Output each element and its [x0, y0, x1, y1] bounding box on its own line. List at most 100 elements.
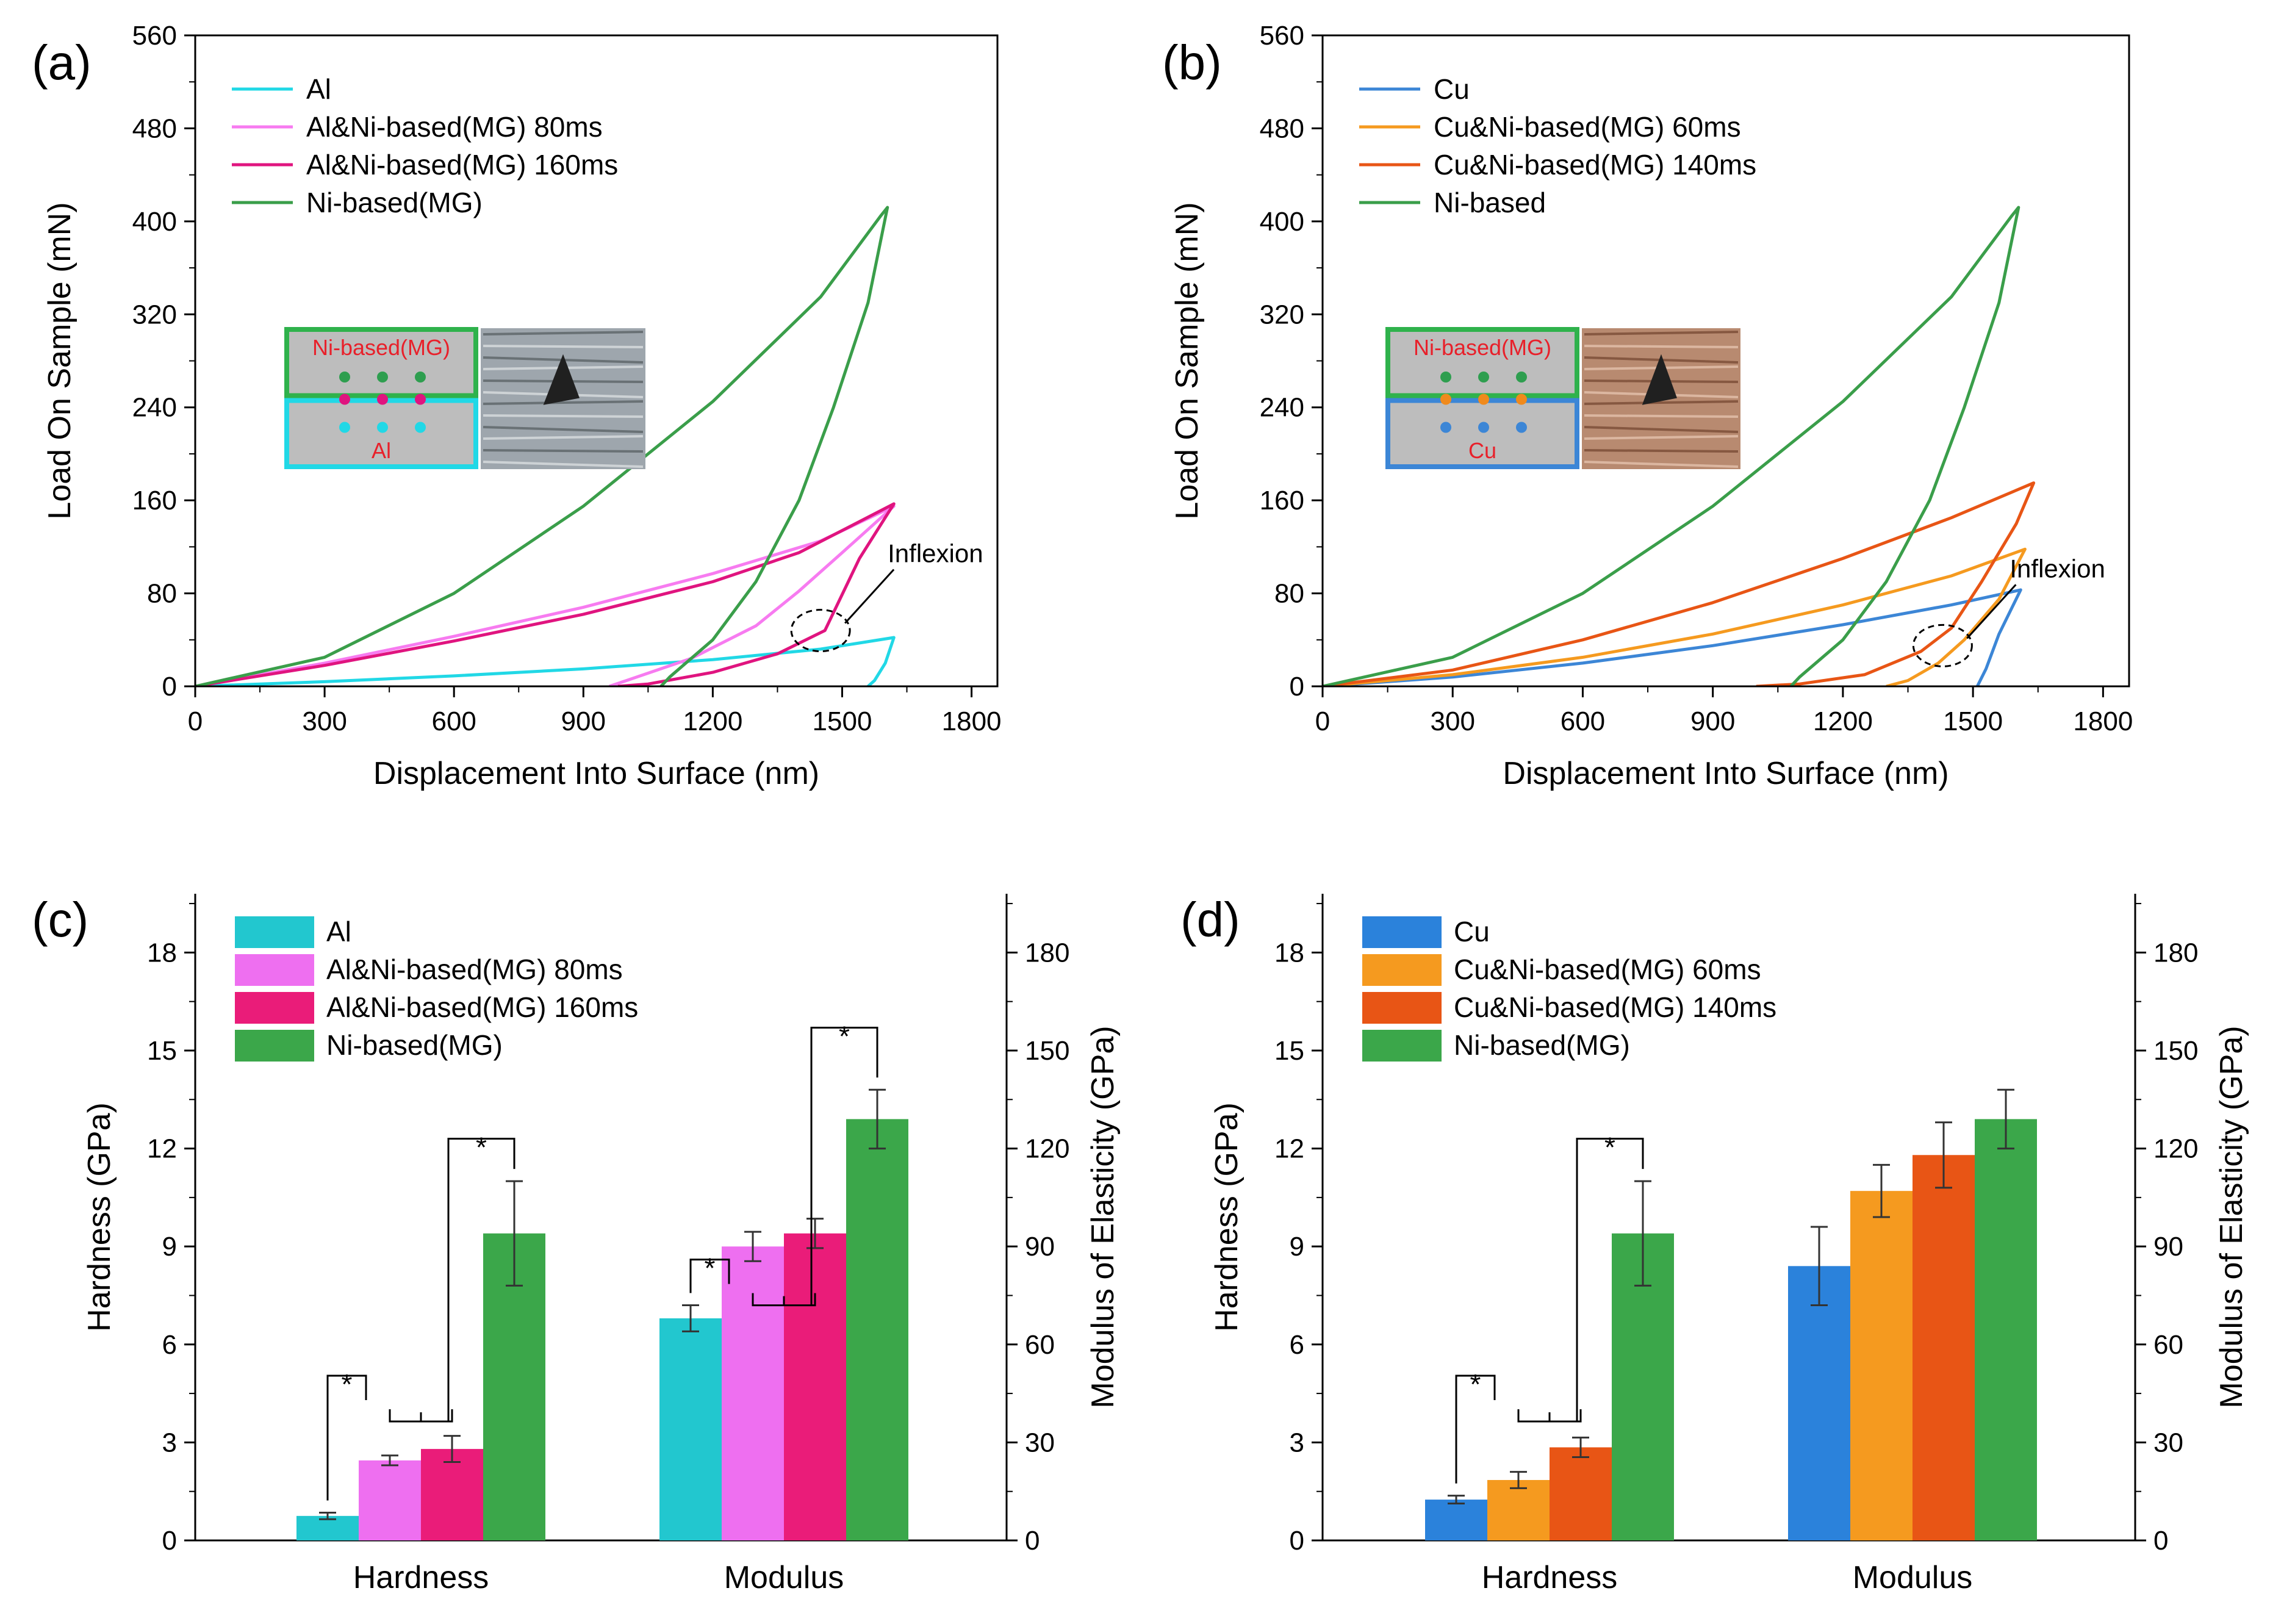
y2-tick-label: 90: [2153, 1232, 2183, 1262]
y2-tick-label: 0: [2153, 1526, 2168, 1556]
inset-photo-texture: [1584, 331, 1739, 336]
inset-photo-texture: [483, 345, 644, 348]
inset-dot: [1516, 372, 1527, 383]
y2-tick-label: 90: [1025, 1232, 1055, 1262]
y2-tick-label: 150: [1025, 1036, 1069, 1066]
bar: [846, 1119, 908, 1540]
series-line: [1323, 547, 2027, 686]
inset-bottom-label: Cu: [1468, 438, 1496, 463]
y2-tick-label: 120: [1025, 1134, 1069, 1164]
legend-swatch: [1362, 992, 1442, 1024]
inset-photo-texture: [1584, 449, 1739, 453]
y2-axis-label: Modulus of Elasticity (GPa): [1085, 1026, 1121, 1408]
y-tick-label: 560: [132, 21, 177, 51]
significance-star: *: [476, 1132, 487, 1163]
y-tick-label: 320: [132, 300, 177, 329]
x-tick-label: 1500: [813, 706, 872, 736]
inset-photo-texture: [1584, 414, 1739, 418]
y-axis-label: Load On Sample (mN): [42, 202, 77, 519]
inset-photo-texture: [1584, 435, 1739, 440]
y-tick-label: 0: [1290, 1526, 1304, 1556]
legend-label: Al: [326, 916, 351, 947]
legend-swatch: [235, 992, 314, 1024]
inflexion-label: Inflexion: [888, 539, 983, 568]
legend-label: Al&Ni-based(MG) 80ms: [306, 111, 603, 143]
y-tick-label: 0: [162, 672, 177, 702]
y-tick-label: 160: [1260, 486, 1304, 516]
y-tick-label: 480: [1260, 113, 1304, 143]
inset-mg-layer: [284, 327, 478, 398]
bar: [1425, 1500, 1487, 1540]
bracket-line: [447, 1138, 515, 1421]
bar: [722, 1246, 784, 1540]
y2-tick-label: 0: [1025, 1526, 1040, 1556]
x-tick-label: 1500: [1943, 706, 2003, 736]
inset-photo-texture: [1584, 400, 1739, 405]
bracket-line: [1455, 1374, 1496, 1484]
x-tick-label: 1200: [1813, 706, 1873, 736]
inset-dot: [1440, 422, 1451, 433]
y-tick-label: 15: [147, 1036, 177, 1066]
x-tick-label: 900: [1690, 706, 1735, 736]
inset-photo-texture: [483, 400, 644, 405]
inset-top-label: Ni-based(MG): [1413, 335, 1551, 360]
y2-tick-label: 180: [2153, 938, 2198, 968]
curves: [1323, 206, 2036, 686]
panel-label: (a): [32, 35, 92, 90]
y-tick-label: 9: [162, 1232, 177, 1262]
category-label: Modulus: [724, 1560, 844, 1595]
legend: Al Al&Ni-based(MG) 80ms Al&Ni-based(MG) 16…: [235, 916, 638, 1062]
inset-photo-texture: [483, 331, 644, 336]
bar: [1975, 1119, 2037, 1540]
inset-dot: [1516, 422, 1527, 433]
inset: Ni-based(MG) Al: [284, 327, 645, 469]
inset-top-label: Ni-based(MG): [312, 335, 450, 360]
category-label: Hardness: [1482, 1560, 1618, 1595]
inset-dot: [377, 393, 388, 405]
legend: Cu Cu&Ni-based(MG) 60ms Cu&Ni-based(MG) 14…: [1362, 916, 1776, 1062]
panel-b: (b) 0 300 600 900 1200 1500 1800 0 80 160 240 320 400…: [1162, 21, 2133, 791]
panel-label: (d): [1180, 893, 1240, 947]
significance-star: *: [705, 1252, 716, 1284]
legend-swatch: [1362, 916, 1442, 948]
inset-dot: [1478, 422, 1489, 433]
significance-bracket: **: [326, 1132, 515, 1501]
y2-axis-label: Modulus of Elasticity (GPa): [2214, 1026, 2249, 1408]
y-tick-label: 320: [1260, 300, 1304, 329]
inset-photo-texture: [483, 449, 644, 453]
inset-photo-texture: [483, 461, 644, 468]
significance-bracket: **: [1455, 1132, 1644, 1484]
inset-substrate-layer: [284, 398, 478, 469]
y2-tick-label: 150: [2153, 1036, 2198, 1066]
y-tick-label: 0: [162, 1526, 177, 1556]
bar: [1913, 1155, 1975, 1540]
significance-star: *: [1604, 1132, 1615, 1163]
bracket-line: [810, 1026, 878, 1306]
inset-dot: [415, 422, 426, 433]
inset-photo-texture: [483, 414, 644, 418]
legend-swatch: [235, 954, 314, 986]
inset-photo-texture: [1584, 426, 1739, 433]
inflexion-circle: [790, 609, 851, 653]
inset-dot: [1478, 393, 1489, 405]
series-line: [195, 636, 896, 686]
indent-mark: [1642, 354, 1677, 405]
y-tick-label: 3: [1290, 1428, 1304, 1457]
legend-label: Cu&Ni-based(MG) 140ms: [1434, 149, 1756, 181]
inset-dot: [377, 372, 388, 383]
y-tick-label: 80: [1274, 579, 1304, 609]
y-tick-label: 12: [1274, 1134, 1304, 1164]
legend-label: Cu&Ni-based(MG) 60ms: [1434, 111, 1741, 143]
bracket-line: [752, 1293, 816, 1307]
significance-bracket: **: [689, 1020, 878, 1307]
legend-label: Ni-based: [1434, 187, 1546, 218]
panel-label: (c): [32, 893, 88, 947]
series-line: [1323, 588, 2022, 686]
inset-dot: [377, 422, 388, 433]
x-tick-label: 1200: [683, 706, 742, 736]
y-tick-label: 0: [1290, 672, 1304, 702]
inset-dot: [1440, 393, 1451, 405]
inset-photo-texture: [1584, 461, 1739, 468]
y2-tick-label: 180: [1025, 938, 1069, 968]
legend: Al Al&Ni-based(MG) 80ms Al&Ni-based(MG) 16…: [232, 73, 618, 218]
